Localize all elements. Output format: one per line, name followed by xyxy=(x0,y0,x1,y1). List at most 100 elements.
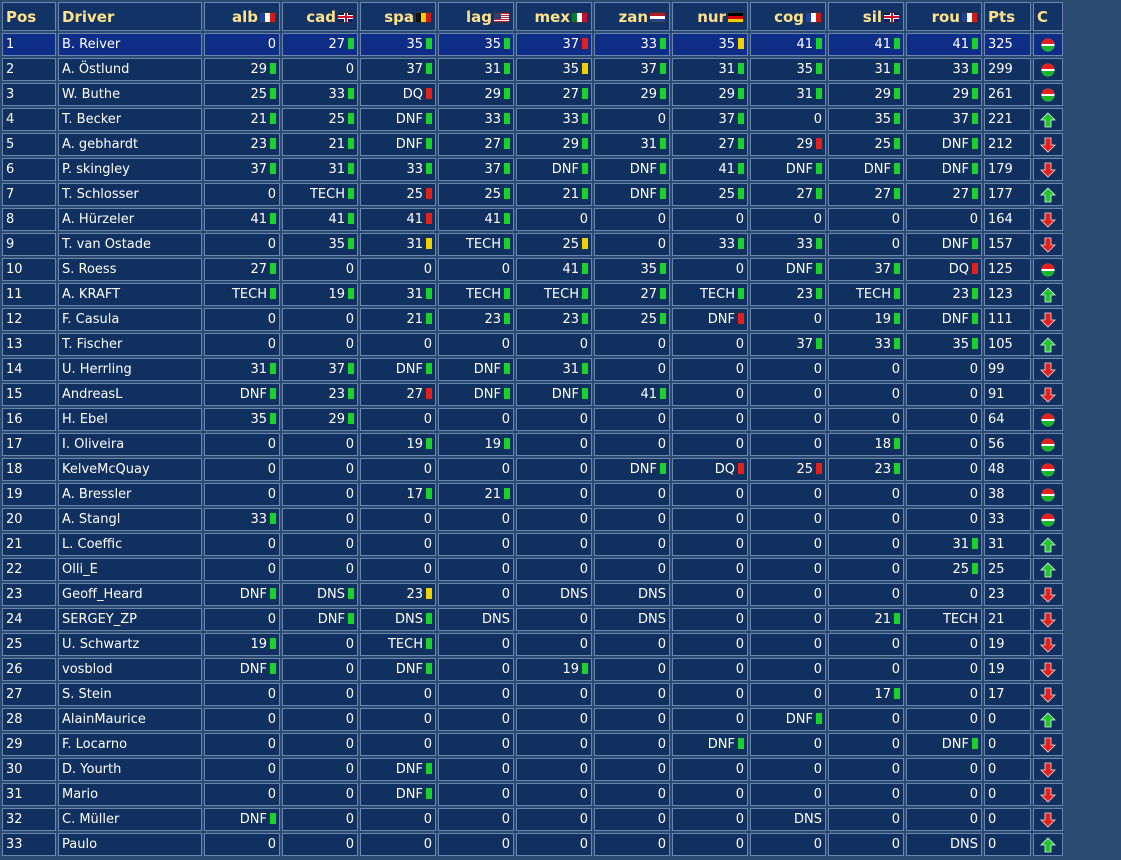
standings-row[interactable]: 29 F. Locarno 0 0 0 0 0 0 DNF 0 0 DNF 0 xyxy=(2,733,1063,756)
race-header-spa[interactable]: spa xyxy=(360,2,436,31)
driver-name-cell[interactable]: W. Buthe xyxy=(58,83,202,106)
green-status-marker[interactable] xyxy=(504,163,510,174)
green-status-marker[interactable] xyxy=(504,38,510,49)
driver-name-cell[interactable]: F. Locarno xyxy=(58,733,202,756)
green-status-marker[interactable] xyxy=(348,288,354,299)
yellow-status-marker[interactable] xyxy=(738,38,744,49)
green-status-marker[interactable] xyxy=(738,138,744,149)
driver-name-cell[interactable]: F. Casula xyxy=(58,308,202,331)
green-status-marker[interactable] xyxy=(270,113,276,124)
green-status-marker[interactable] xyxy=(348,163,354,174)
driver-name-cell[interactable]: H. Ebel xyxy=(58,408,202,431)
green-status-marker[interactable] xyxy=(504,138,510,149)
red-status-marker[interactable] xyxy=(738,463,744,474)
standings-row[interactable]: 12 F. Casula 0 0 21 23 23 25 DNF 0 19 DNF 111 xyxy=(2,308,1063,331)
standings-row[interactable]: 25 U. Schwartz 19 0 TECH 0 0 0 0 0 0 0 19 xyxy=(2,633,1063,656)
driver-name-cell[interactable]: T. van Ostade xyxy=(58,233,202,256)
driver-name-cell[interactable]: S. Stein xyxy=(58,683,202,706)
green-status-marker[interactable] xyxy=(972,38,978,49)
green-status-marker[interactable] xyxy=(972,313,978,324)
standings-row[interactable]: 10 S. Roess 27 0 0 0 41 35 0 DNF 37 DQ 125 xyxy=(2,258,1063,281)
standings-row[interactable]: 16 H. Ebel 35 29 0 0 0 0 0 0 0 0 64 xyxy=(2,408,1063,431)
driver-name-cell[interactable]: AlainMaurice xyxy=(58,708,202,731)
green-status-marker[interactable] xyxy=(348,588,354,599)
driver-name-cell[interactable]: Olli_E xyxy=(58,558,202,581)
green-status-marker[interactable] xyxy=(582,113,588,124)
red-status-marker[interactable] xyxy=(972,263,978,274)
standings-row[interactable]: 14 U. Herrling 31 37 DNF DNF 31 0 0 0 0 0 99 xyxy=(2,358,1063,381)
green-status-marker[interactable] xyxy=(816,163,822,174)
driver-name-cell[interactable]: L. Coeffic xyxy=(58,533,202,556)
driver-name-cell[interactable]: S. Roess xyxy=(58,258,202,281)
green-status-marker[interactable] xyxy=(582,138,588,149)
green-status-marker[interactable] xyxy=(504,488,510,499)
race-header-cog[interactable]: cog xyxy=(750,2,826,31)
standings-row[interactable]: 9 T. van Ostade 0 35 31 TECH 25 0 33 33 0 DNF 157 xyxy=(2,233,1063,256)
driver-name-cell[interactable]: Paulo xyxy=(58,833,202,856)
green-status-marker[interactable] xyxy=(738,738,744,749)
green-status-marker[interactable] xyxy=(348,613,354,624)
green-status-marker[interactable] xyxy=(426,113,432,124)
green-status-marker[interactable] xyxy=(348,413,354,424)
green-status-marker[interactable] xyxy=(894,688,900,699)
green-status-marker[interactable] xyxy=(972,88,978,99)
change-header[interactable]: C xyxy=(1033,2,1063,31)
driver-name-cell[interactable]: vosblod xyxy=(58,658,202,681)
green-status-marker[interactable] xyxy=(270,638,276,649)
green-status-marker[interactable] xyxy=(660,163,666,174)
standings-row[interactable]: 32 C. Müller DNF 0 0 0 0 0 0 DNS 0 0 0 xyxy=(2,808,1063,831)
red-status-marker[interactable] xyxy=(426,188,432,199)
green-status-marker[interactable] xyxy=(894,88,900,99)
driver-header[interactable]: Driver xyxy=(58,2,202,31)
green-status-marker[interactable] xyxy=(660,63,666,74)
green-status-marker[interactable] xyxy=(660,38,666,49)
driver-name-cell[interactable]: D. Yourth xyxy=(58,758,202,781)
green-status-marker[interactable] xyxy=(504,288,510,299)
standings-row[interactable]: 2 A. Östlund 29 0 37 31 35 37 31 35 31 33 299 xyxy=(2,58,1063,81)
green-status-marker[interactable] xyxy=(426,288,432,299)
green-status-marker[interactable] xyxy=(894,163,900,174)
green-status-marker[interactable] xyxy=(816,338,822,349)
red-status-marker[interactable] xyxy=(816,463,822,474)
driver-name-cell[interactable]: A. Östlund xyxy=(58,58,202,81)
green-status-marker[interactable] xyxy=(270,663,276,674)
green-status-marker[interactable] xyxy=(348,138,354,149)
green-status-marker[interactable] xyxy=(504,363,510,374)
standings-row[interactable]: 11 A. KRAFT TECH 19 31 TECH TECH 27 TECH 23 TECH 23… xyxy=(2,283,1063,306)
green-status-marker[interactable] xyxy=(270,138,276,149)
green-status-marker[interactable] xyxy=(738,188,744,199)
green-status-marker[interactable] xyxy=(426,788,432,799)
green-status-marker[interactable] xyxy=(894,263,900,274)
green-status-marker[interactable] xyxy=(270,263,276,274)
green-status-marker[interactable] xyxy=(582,313,588,324)
green-status-marker[interactable] xyxy=(426,138,432,149)
green-status-marker[interactable] xyxy=(894,438,900,449)
driver-name-cell[interactable]: SERGEY_ZP xyxy=(58,608,202,631)
green-status-marker[interactable] xyxy=(270,88,276,99)
green-status-marker[interactable] xyxy=(426,488,432,499)
yellow-status-marker[interactable] xyxy=(426,238,432,249)
green-status-marker[interactable] xyxy=(582,163,588,174)
green-status-marker[interactable] xyxy=(972,63,978,74)
standings-row[interactable]: 19 A. Bressler 0 0 17 21 0 0 0 0 0 0 38 xyxy=(2,483,1063,506)
standings-row[interactable]: 4 T. Becker 21 25 DNF 33 33 0 37 0 35 37 221 xyxy=(2,108,1063,131)
standings-row[interactable]: 1 B. Reiver 0 27 35 35 37 33 35 41 41 41 325 xyxy=(2,33,1063,56)
green-status-marker[interactable] xyxy=(270,363,276,374)
driver-name-cell[interactable]: C. Müller xyxy=(58,808,202,831)
green-status-marker[interactable] xyxy=(270,213,276,224)
standings-row[interactable]: 3 W. Buthe 25 33 DQ 29 27 29 29 31 29 29 261 xyxy=(2,83,1063,106)
green-status-marker[interactable] xyxy=(504,188,510,199)
green-status-marker[interactable] xyxy=(504,88,510,99)
green-status-marker[interactable] xyxy=(660,263,666,274)
standings-row[interactable]: 27 S. Stein 0 0 0 0 0 0 0 0 17 0 17 xyxy=(2,683,1063,706)
green-status-marker[interactable] xyxy=(270,163,276,174)
standings-row[interactable]: 28 AlainMaurice 0 0 0 0 0 0 0 DNF 0 0 0 xyxy=(2,708,1063,731)
green-status-marker[interactable] xyxy=(738,288,744,299)
green-status-marker[interactable] xyxy=(348,363,354,374)
green-status-marker[interactable] xyxy=(348,238,354,249)
driver-name-cell[interactable]: P. skingley xyxy=(58,158,202,181)
green-status-marker[interactable] xyxy=(660,463,666,474)
red-status-marker[interactable] xyxy=(816,138,822,149)
green-status-marker[interactable] xyxy=(738,88,744,99)
green-status-marker[interactable] xyxy=(894,113,900,124)
